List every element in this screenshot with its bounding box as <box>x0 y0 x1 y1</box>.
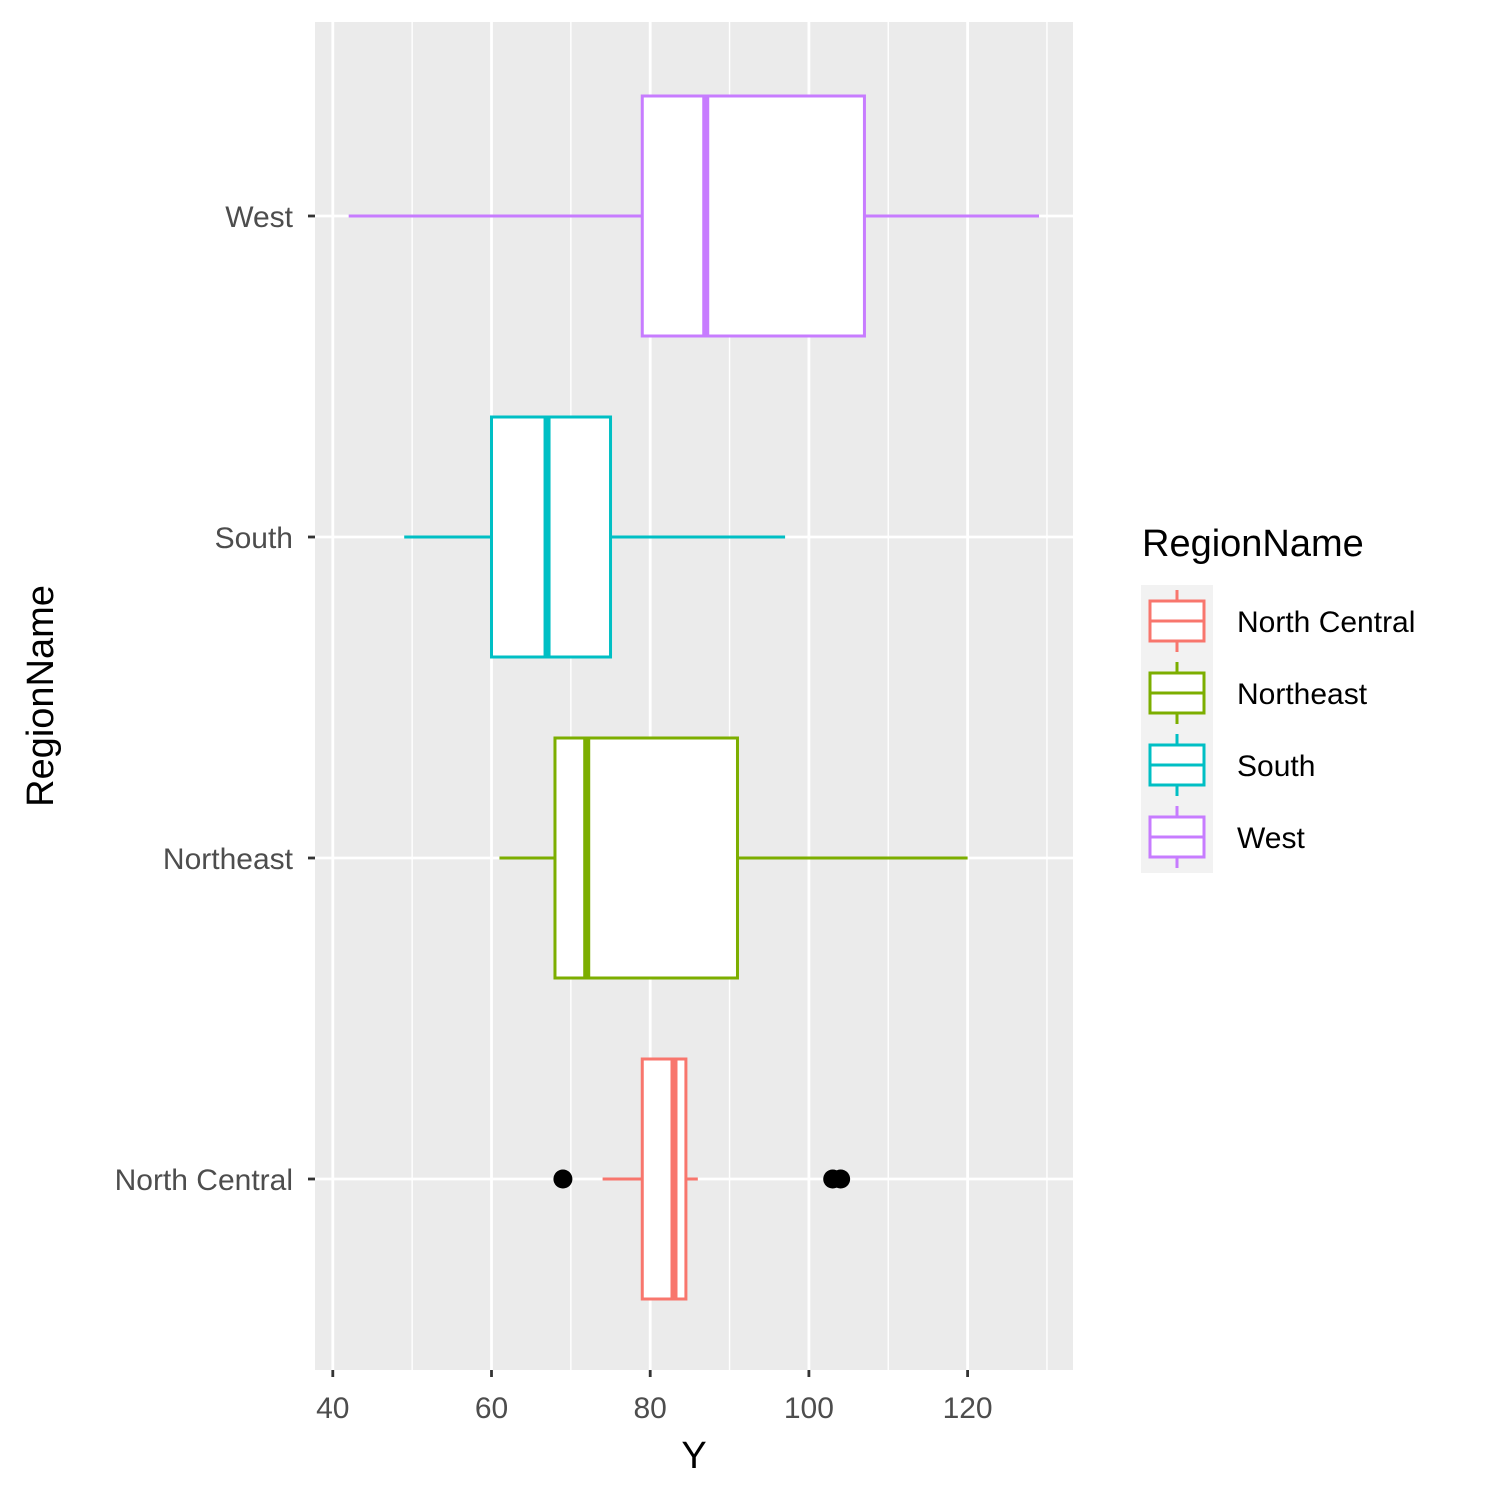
y-tick-label: West <box>225 201 293 234</box>
x-axis-title: Y <box>681 1435 706 1477</box>
boxes <box>348 94 1040 1301</box>
box-iqr <box>553 736 739 980</box>
x-axis: 40 60 80 100 120 <box>316 1370 993 1425</box>
x-tick-label: 80 <box>634 1392 667 1425</box>
legend-label: Northeast <box>1237 678 1368 711</box>
x-tick-label: 100 <box>784 1392 834 1425</box>
legend-item-south: South <box>1148 734 1315 796</box>
y-axis-title: RegionName <box>20 585 62 807</box>
legend-title: RegionName <box>1142 523 1364 565</box>
box-iqr <box>490 415 613 659</box>
x-tick-label: 40 <box>316 1392 349 1425</box>
y-tick-label: North Central <box>115 1164 293 1197</box>
y-tick-label: Northeast <box>163 843 294 876</box>
y-tick-label: South <box>215 522 293 555</box>
box-iqr <box>640 94 866 338</box>
legend-item-west: West <box>1148 806 1305 868</box>
legend-label: South <box>1237 750 1315 783</box>
legend-item-north-central: North Central <box>1148 590 1415 652</box>
x-tick-label: 60 <box>475 1392 508 1425</box>
outlier-point <box>831 1169 851 1189</box>
box-northeast <box>499 736 968 980</box>
legend: RegionName North Central Northeast South We… <box>1141 523 1415 873</box>
box-iqr <box>640 1057 688 1301</box>
legend-item-northeast: Northeast <box>1148 662 1368 724</box>
box-north-central <box>553 1057 851 1301</box>
legend-label: North Central <box>1237 606 1415 639</box>
outlier-point <box>553 1169 573 1189</box>
legend-label: West <box>1237 822 1305 855</box>
y-axis: North Central Northeast South West <box>115 201 315 1197</box>
box-west <box>348 94 1040 338</box>
box-south <box>404 415 786 659</box>
x-tick-label: 120 <box>943 1392 993 1425</box>
